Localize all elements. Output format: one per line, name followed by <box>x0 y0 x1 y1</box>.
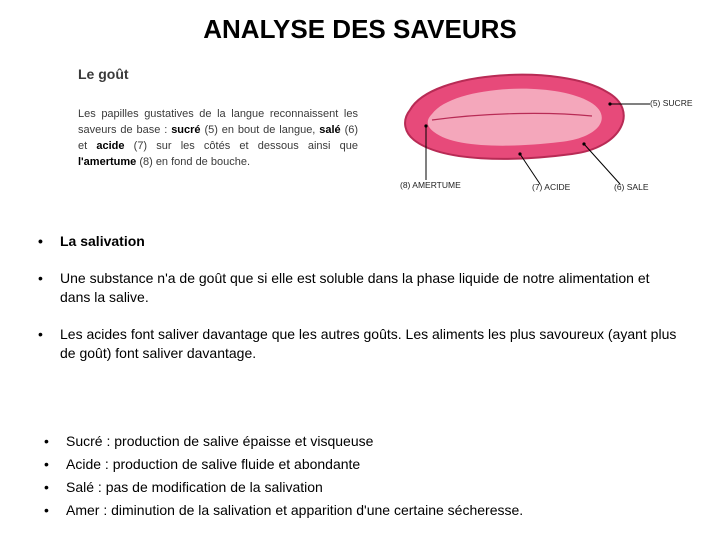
intro-text: (5) en bout de langue, <box>204 124 319 136</box>
bullet-item: Acide : production de salive fluide et a… <box>38 455 678 474</box>
bullet-item: Une substance n'a de goût que si elle es… <box>38 269 678 307</box>
intro-bold-sucre: sucré <box>171 124 200 136</box>
bullet-heading: La salivation <box>38 232 678 251</box>
pointer-sale-icon <box>584 144 620 184</box>
bullet-item: Sucré : production de salive épaisse et … <box>38 432 678 451</box>
intro-paragraph: Les papilles gustatives de la langue rec… <box>78 107 358 171</box>
intro-bold-amertume: l'amertume <box>78 156 136 168</box>
bullet-text: Les acides font saliver davantage que le… <box>60 326 676 361</box>
section-subtitle: Le goût <box>78 66 129 82</box>
slide: ANALYSE DES SAVEURS Le goût Les papilles… <box>0 0 720 540</box>
bullet-text: La salivation <box>60 233 145 249</box>
callout-amertume: (8) AMERTUME <box>400 180 461 190</box>
bullet-list-top: La salivation Une substance n'a de goût … <box>38 232 678 380</box>
dot-icon <box>608 102 611 105</box>
intro-bold-acide: acide <box>96 140 124 152</box>
page-title: ANALYSE DES SAVEURS <box>0 14 720 45</box>
bullet-item: Les acides font saliver davantage que le… <box>38 325 678 363</box>
dot-icon <box>424 124 427 127</box>
intro-text: (7) sur les côtés et dessous ainsi que <box>134 140 358 152</box>
callout-sucre: (5) SUCRE <box>650 98 693 108</box>
intro-text: (8) en fond de bouche. <box>139 156 250 168</box>
dot-icon <box>518 152 521 155</box>
callout-sale: (6) SALE <box>614 182 649 192</box>
bullet-text: Une substance n'a de goût que si elle es… <box>60 270 650 305</box>
bullet-item: Amer : diminution de la salivation et ap… <box>38 501 678 520</box>
intro-bold-sale: salé <box>319 124 340 136</box>
bullet-item: Salé : pas de modification de la salivat… <box>38 478 678 497</box>
bullet-text: Amer : diminution de la salivation et ap… <box>66 502 523 518</box>
callout-acide: (7) ACIDE <box>532 182 570 192</box>
bullet-text: Acide : production de salive fluide et a… <box>66 456 360 472</box>
bullet-text: Sucré : production de salive épaisse et … <box>66 433 373 449</box>
bullet-text: Salé : pas de modification de la salivat… <box>66 479 323 495</box>
tongue-diagram: (5) SUCRE (6) SALE (7) ACIDE (8) AMERTUM… <box>392 62 692 202</box>
dot-icon <box>582 142 585 145</box>
bullet-list-bottom: Sucré : production de salive épaisse et … <box>38 432 678 524</box>
